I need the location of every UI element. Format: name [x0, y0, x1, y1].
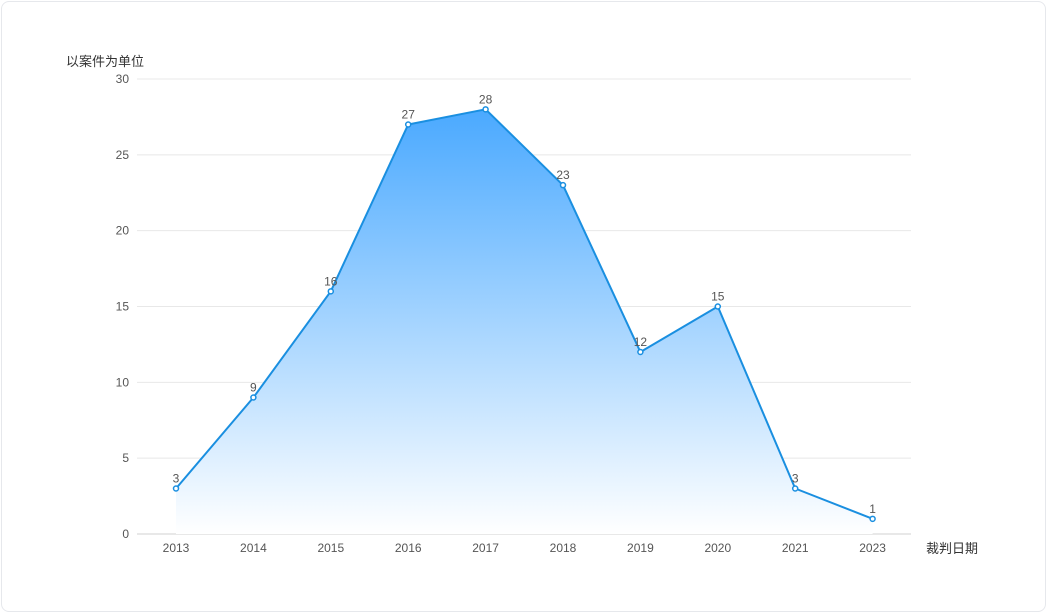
area-fill: [176, 109, 873, 535]
data-label: 15: [711, 290, 725, 304]
data-label: 3: [792, 472, 799, 486]
data-point[interactable]: [482, 106, 489, 113]
series-line: [175, 108, 873, 520]
data-point[interactable]: [327, 288, 335, 295]
x-tick-label: 2020: [704, 541, 731, 555]
y-tick-label: 5: [122, 451, 129, 465]
x-axis-title: 裁判日期: [926, 542, 979, 557]
data-label: 27: [402, 108, 416, 122]
data-label: 28: [479, 92, 493, 106]
data-point[interactable]: [637, 348, 644, 356]
data-point[interactable]: [250, 394, 257, 401]
y-tick-label: 10: [116, 375, 130, 389]
y-tick-label: 30: [116, 72, 130, 86]
data-label: 23: [556, 168, 570, 182]
x-tick-label: 2023: [859, 541, 886, 555]
data-point[interactable]: [791, 485, 799, 492]
x-tick-label: 2015: [317, 541, 344, 555]
y-tick-label: 20: [116, 224, 130, 238]
data-point[interactable]: [172, 485, 180, 492]
data-label: 3: [173, 472, 180, 486]
data-label: 12: [634, 335, 648, 349]
x-tick-label: 2013: [163, 541, 190, 555]
y-tick-label: 15: [116, 300, 130, 314]
x-tick-label: 2017: [472, 541, 499, 555]
data-label: 9: [250, 381, 257, 395]
data-points: [172, 106, 876, 523]
data-point[interactable]: [559, 181, 567, 189]
data-point[interactable]: [714, 303, 722, 310]
data-point[interactable]: [404, 121, 412, 128]
x-tick-label: 2016: [395, 541, 422, 555]
data-label: 16: [324, 274, 338, 288]
data-point[interactable]: [869, 515, 876, 523]
x-tick-label: 2019: [627, 541, 654, 555]
x-tick-label: 2021: [782, 541, 809, 555]
y-axis-ticks: 0 5 10 15 20 25 30: [116, 72, 130, 541]
y-tick-label: 0: [122, 527, 129, 541]
x-tick-label: 2018: [550, 541, 577, 555]
y-tick-label: 25: [116, 148, 130, 162]
data-label: 1: [869, 502, 876, 516]
y-axis-title: 以案件为单位: [66, 55, 145, 70]
x-axis-ticks: 2013 2014 2015 2016 2017 2018 2019 2020 2021 2023: [163, 541, 887, 555]
data-labels: 3 9 16 27 28 23 12 15 3 1: [173, 92, 877, 515]
x-tick-label: 2014: [240, 541, 267, 555]
